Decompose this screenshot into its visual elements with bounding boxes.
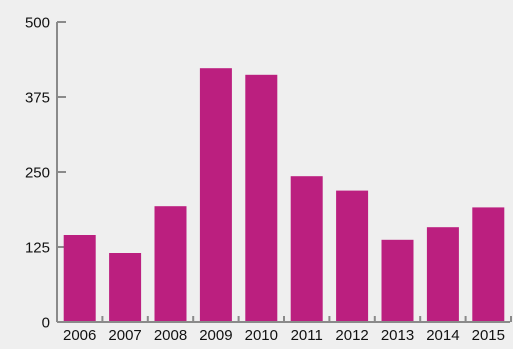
bar-2007 [109,253,142,322]
x-tick-label: 2009 [199,327,232,344]
x-tick-label: 2007 [108,327,141,344]
y-tick-label: 250 [25,165,50,182]
y-tick-label: 500 [25,15,50,32]
x-tick-label: 2014 [426,327,459,344]
bar-2014 [426,227,459,322]
x-tick-label: 2013 [381,327,414,344]
bar-2008 [154,206,187,322]
bars [63,68,505,322]
x-tick-label: 2010 [245,327,278,344]
bar-2009 [199,68,232,322]
y-tick-label: 125 [25,240,50,257]
y-axis: 0 125 250 375 500 [25,15,66,332]
bar-2015 [472,207,505,322]
x-tick-label: 2012 [335,327,368,344]
x-tick-label: 2011 [291,327,323,344]
bar-2010 [245,74,278,322]
x-axis: 2006 2007 2008 2009 2010 2011 2012 2013 2014 2015 [56,316,512,344]
x-tick-label: 2008 [154,327,187,344]
bar-2011 [290,176,323,322]
x-tick-label: 2006 [63,327,96,344]
bar-2013 [381,239,414,322]
y-tick-label: 375 [25,90,50,107]
x-tick-label: 2015 [472,327,505,344]
bar-2012 [336,190,369,322]
bar-2006 [63,235,96,322]
y-tick-label: 0 [42,315,50,332]
